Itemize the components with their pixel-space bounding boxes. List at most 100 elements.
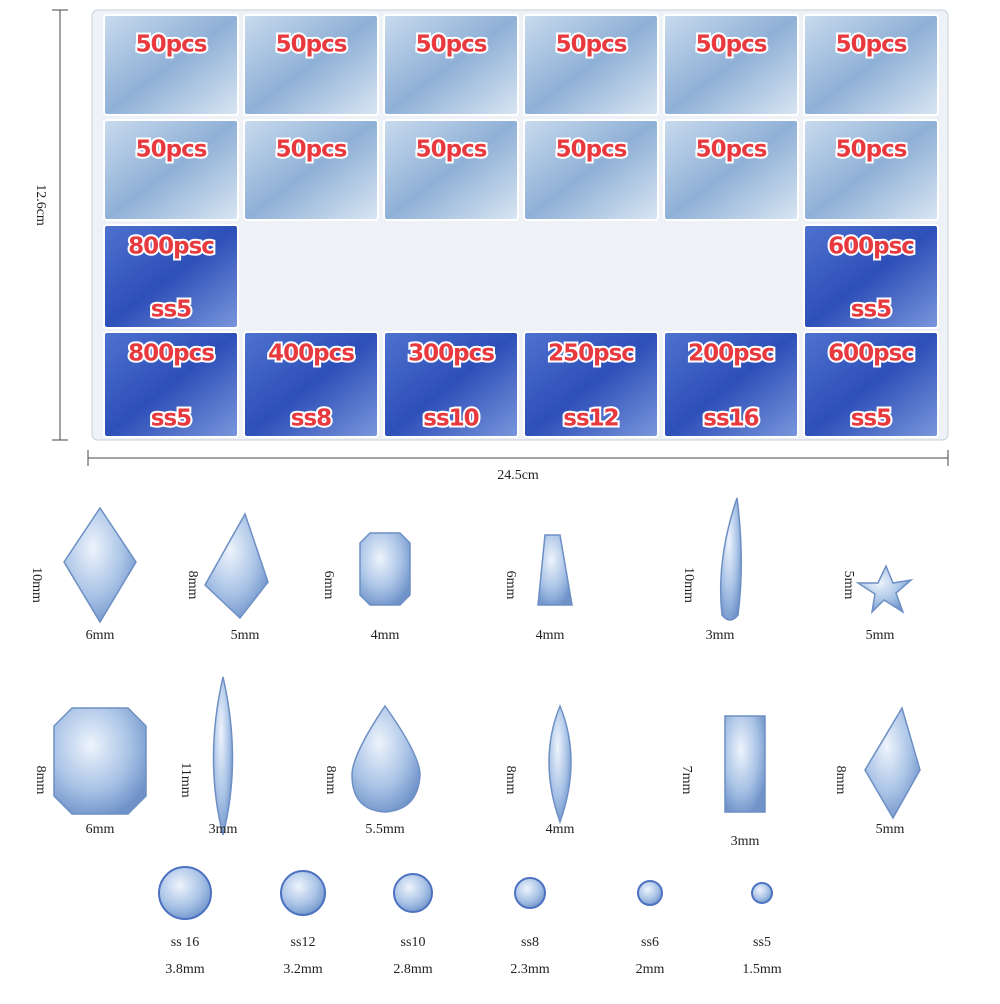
- width-label: 4mm: [546, 822, 575, 837]
- compartment: [103, 14, 239, 116]
- compartment: [103, 224, 239, 329]
- compartment: [243, 14, 379, 116]
- rhinestone-shape: [724, 715, 766, 813]
- rhinestone-shape: [53, 707, 147, 815]
- height-label: 5mm: [841, 571, 856, 600]
- round-stone: [280, 870, 326, 916]
- stone-size: ss12: [563, 406, 618, 432]
- piece-count: 50pcs: [556, 137, 627, 163]
- round-name: ss8: [521, 935, 539, 950]
- stone-size: ss5: [851, 297, 891, 323]
- round-diameter: 2.3mm: [510, 962, 549, 977]
- piece-count: 300pcs: [408, 341, 494, 367]
- height-label: 10mm: [681, 567, 696, 603]
- width-label: 4mm: [371, 628, 400, 643]
- height-label: 6mm: [321, 571, 336, 600]
- piece-count: 800psc: [128, 234, 214, 260]
- piece-count: 200psc: [688, 341, 774, 367]
- stone-size: ss10: [423, 406, 478, 432]
- piece-count: 50pcs: [836, 32, 907, 58]
- compartment: [243, 331, 379, 438]
- height-label: 8mm: [323, 766, 338, 795]
- stone-size: ss8: [291, 406, 331, 432]
- height-label: 8mm: [185, 571, 200, 600]
- round-diameter: 3.2mm: [283, 962, 322, 977]
- width-label: 5mm: [876, 822, 905, 837]
- round-stone: [751, 882, 773, 904]
- rhinestone-shape: [719, 497, 743, 621]
- piece-count: 50pcs: [136, 137, 207, 163]
- compartment: [383, 119, 519, 221]
- width-label: 6mm: [86, 628, 115, 643]
- piece-count: 600psc: [828, 341, 914, 367]
- round-diameter: 2mm: [636, 962, 665, 977]
- compartment: [383, 331, 519, 438]
- compartment: [383, 14, 519, 116]
- piece-count: 50pcs: [416, 32, 487, 58]
- round-diameter: 2.8mm: [393, 962, 432, 977]
- round-stone: [637, 880, 663, 906]
- round-name: ss12: [291, 935, 316, 950]
- round-stone: [158, 866, 212, 920]
- height-label: 8mm: [833, 766, 848, 795]
- width-label: 3mm: [706, 628, 735, 643]
- compartment: [243, 119, 379, 221]
- piece-count: 50pcs: [276, 32, 347, 58]
- box-height-label: 12.6cm: [33, 184, 48, 226]
- compartment: [103, 331, 239, 438]
- height-label: 6mm: [503, 571, 518, 600]
- rhinestone-shape: [212, 676, 234, 836]
- piece-count: 50pcs: [276, 137, 347, 163]
- round-name: ss 16: [171, 935, 199, 950]
- rhinestone-shape: [351, 704, 421, 813]
- height-label: 8mm: [33, 766, 48, 795]
- compartment: [803, 14, 939, 116]
- compartment: [523, 331, 659, 438]
- height-label: 7mm: [679, 766, 694, 795]
- width-label: 4mm: [536, 628, 565, 643]
- piece-count: 400pcs: [268, 341, 354, 367]
- compartment: [803, 331, 939, 438]
- compartment: [663, 14, 799, 116]
- piece-count: 50pcs: [556, 32, 627, 58]
- stone-size: ss5: [151, 297, 191, 323]
- round-name: ss6: [641, 935, 659, 950]
- width-label: 6mm: [86, 822, 115, 837]
- width-label: 5mm: [866, 628, 895, 643]
- piece-count: 50pcs: [836, 137, 907, 163]
- compartment: [803, 119, 939, 221]
- height-label: 8mm: [503, 766, 518, 795]
- round-name: ss10: [401, 935, 426, 950]
- rhinestone-shape: [855, 564, 914, 615]
- piece-count: 50pcs: [696, 137, 767, 163]
- rhinestone-shape: [864, 706, 921, 820]
- round-stone: [514, 877, 546, 909]
- compartment: [803, 224, 939, 329]
- piece-count: 250psc: [548, 341, 634, 367]
- rhinestone-shape: [359, 532, 411, 606]
- width-label: 3mm: [731, 834, 760, 849]
- piece-count: 50pcs: [416, 137, 487, 163]
- rhinestone-shape: [63, 506, 137, 624]
- compartment: [663, 119, 799, 221]
- stone-size: ss5: [151, 406, 191, 432]
- box-width-label: 24.5cm: [497, 468, 539, 483]
- stone-size: ss16: [703, 406, 758, 432]
- width-label: 3mm: [209, 822, 238, 837]
- piece-count: 50pcs: [136, 32, 207, 58]
- width-label: 5.5mm: [365, 822, 404, 837]
- compartment: [103, 119, 239, 221]
- width-label: 5mm: [231, 628, 260, 643]
- compartment: [523, 119, 659, 221]
- compartment: [523, 14, 659, 116]
- piece-count: 50pcs: [696, 32, 767, 58]
- round-stone: [393, 873, 433, 913]
- piece-count: 800pcs: [128, 341, 214, 367]
- round-name: ss5: [753, 935, 771, 950]
- compartment: [663, 331, 799, 438]
- stone-size: ss5: [851, 406, 891, 432]
- round-diameter: 1.5mm: [742, 962, 781, 977]
- rhinestone-shape: [537, 534, 573, 606]
- rhinestone-shape: [548, 704, 572, 825]
